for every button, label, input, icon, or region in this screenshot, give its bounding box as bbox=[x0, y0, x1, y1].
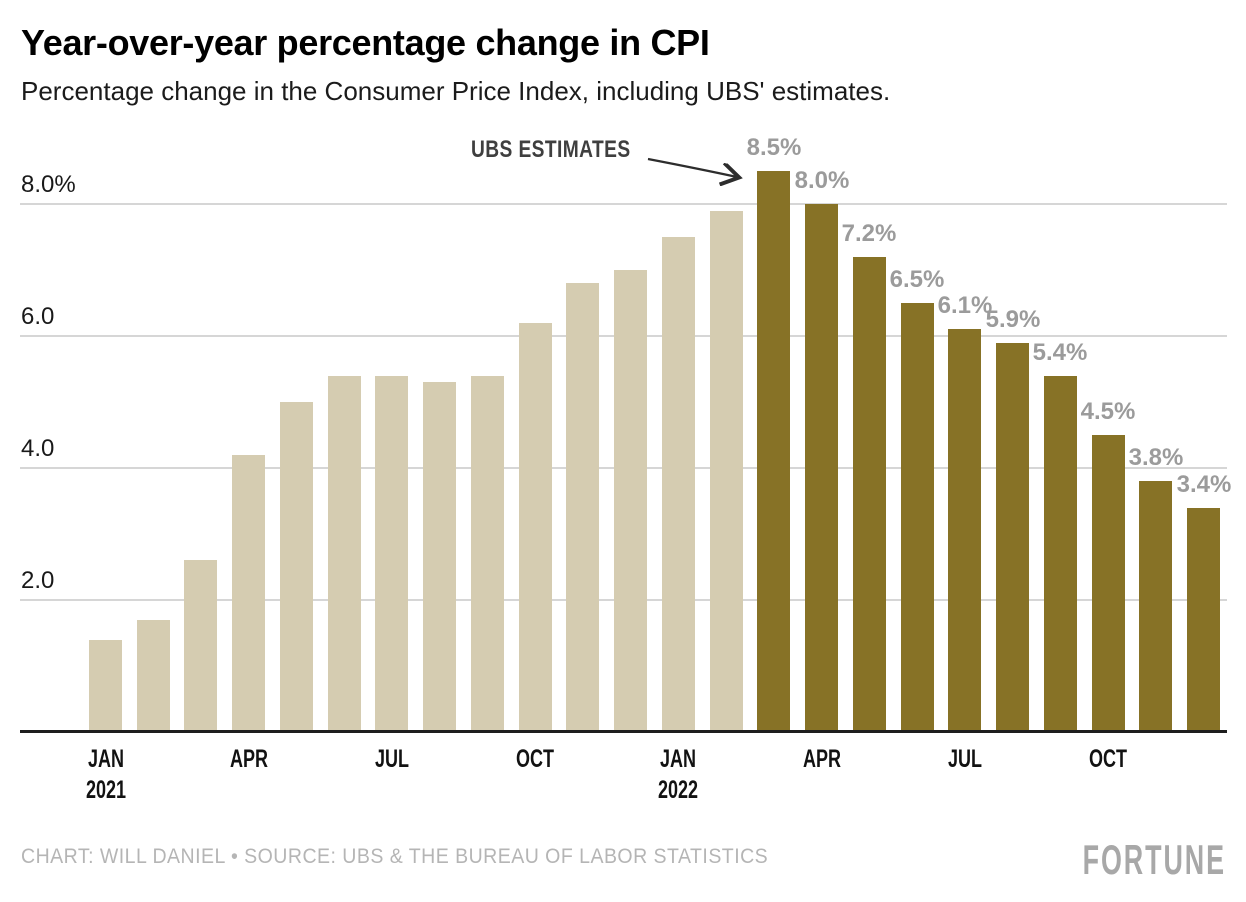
value-label-nov-2022: 3.8% bbox=[1128, 444, 1184, 471]
value-label-jun-2022: 6.5% bbox=[889, 266, 945, 293]
x-tick-apr-15: APR bbox=[802, 745, 842, 773]
annotation-arrow-icon bbox=[647, 157, 750, 186]
value-label-may-2022: 7.2% bbox=[841, 220, 897, 247]
bar-mar-2022 bbox=[757, 171, 790, 732]
bar-mar-2021 bbox=[184, 560, 217, 732]
x-tick-jul-18: JUL bbox=[947, 745, 982, 773]
bar-nov-2022 bbox=[1139, 481, 1172, 732]
bar-may-2021 bbox=[280, 402, 313, 732]
value-label-sep-2022: 5.4% bbox=[1032, 339, 1088, 366]
value-label-apr-2022: 8.0% bbox=[794, 167, 850, 194]
bar-sep-2022 bbox=[1044, 376, 1077, 732]
y-axis-label-6: 6.0 bbox=[21, 303, 55, 330]
bar-dec-2022 bbox=[1187, 508, 1220, 732]
x-tick-oct-9: OCT bbox=[515, 745, 555, 773]
bar-nov-2021 bbox=[566, 283, 599, 732]
ubs-estimates-annotation: UBS ESTIMATES bbox=[471, 136, 631, 163]
x-tick-jan-2021: JAN 2021 bbox=[85, 745, 127, 804]
bar-dec-2021 bbox=[614, 270, 647, 732]
bar-apr-2022 bbox=[805, 204, 838, 732]
bar-feb-2021 bbox=[137, 620, 170, 732]
value-label-mar-2022: 8.5% bbox=[746, 134, 802, 161]
bar-jun-2021 bbox=[328, 376, 361, 732]
x-tick-apr-3: APR bbox=[229, 745, 269, 773]
x-tick-jan-2022: JAN 2022 bbox=[657, 745, 699, 804]
credit-line: CHART: WILL DANIEL • SOURCE: UBS & THE B… bbox=[21, 845, 769, 868]
bar-aug-2022 bbox=[996, 343, 1029, 732]
value-label-aug-2022: 5.9% bbox=[985, 306, 1041, 333]
x-tick-jul-6: JUL bbox=[374, 745, 409, 773]
bar-may-2022 bbox=[853, 257, 886, 732]
bar-jan-2022 bbox=[662, 237, 695, 732]
x-axis-line bbox=[20, 730, 1227, 733]
chart-title: Year-over-year percentage change in CPI bbox=[21, 22, 710, 63]
bar-oct-2021 bbox=[519, 323, 552, 732]
bar-oct-2022 bbox=[1092, 435, 1125, 732]
gridline-8 bbox=[20, 203, 1227, 205]
chart-subtitle: Percentage change in the Consumer Price … bbox=[21, 76, 891, 106]
bar-apr-2021 bbox=[232, 455, 265, 732]
bar-feb-2022 bbox=[710, 211, 743, 732]
x-tick-oct-21: OCT bbox=[1088, 745, 1128, 773]
bar-jul-2021 bbox=[375, 376, 408, 732]
value-label-jul-2022: 6.1% bbox=[937, 292, 993, 319]
y-axis-label-8: 8.0% bbox=[21, 171, 76, 198]
bar-jul-2022 bbox=[948, 329, 981, 732]
y-axis-label-4: 4.0 bbox=[21, 435, 55, 462]
y-axis-label-2: 2.0 bbox=[21, 567, 55, 594]
bar-jun-2022 bbox=[901, 303, 934, 732]
bar-jan-2021 bbox=[89, 640, 122, 732]
value-label-dec-2022: 3.4% bbox=[1176, 471, 1232, 498]
bar-sep-2021 bbox=[471, 376, 504, 732]
bar-aug-2021 bbox=[423, 382, 456, 732]
fortune-logo: FORTUNE bbox=[1082, 836, 1226, 883]
value-label-oct-2022: 4.5% bbox=[1080, 398, 1136, 425]
